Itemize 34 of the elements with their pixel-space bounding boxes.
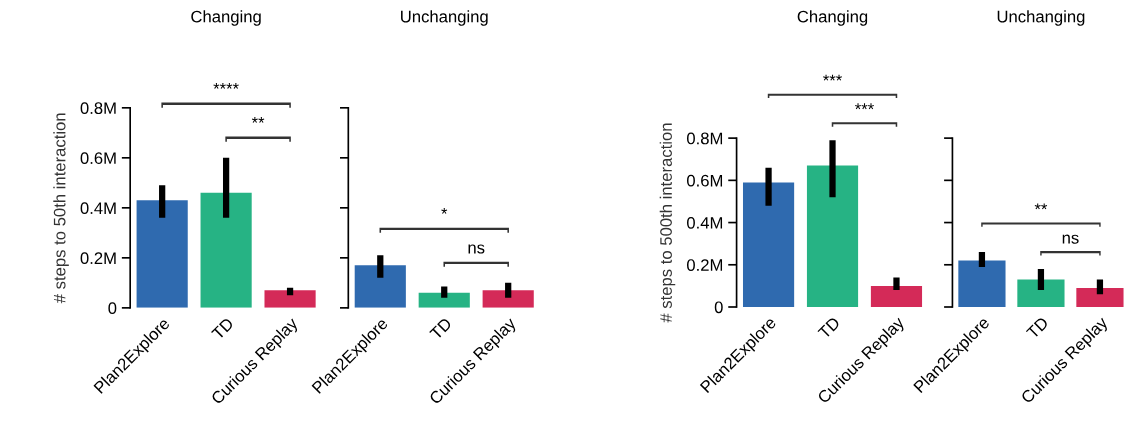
y-tick-label: 0.6M [687,174,723,187]
y-tick-label: 0.4M [687,216,723,229]
annotation: ns [468,244,485,254]
chart-title: Changing [191,10,261,26]
y-axis-title: # steps to 50th interaction [53,113,69,304]
y-tick-label: 0 [714,301,723,314]
bar [200,192,252,308]
bar [136,200,188,308]
text: *** [823,74,842,81]
chart-title: Unchanging [401,10,488,26]
y-tick-label: 0.4M [80,202,116,215]
bar [742,182,795,307]
y-tick-label: 0.8M [687,132,723,145]
y-tick-label: 0.2M [687,259,723,271]
x-tick-label: TD [817,316,841,340]
y-tick-label: 0.8M [80,102,116,115]
x-tick-label: TD [429,317,453,341]
x-tick-label: TD [1025,316,1049,340]
chart-title: Changing [797,10,868,26]
bar [806,165,859,307]
chart-title: Unchanging [997,10,1085,26]
annotation: ns [1062,234,1079,244]
text: *** [855,103,874,110]
y-tick-label: 0.2M [80,252,116,265]
annotation: ** [251,116,265,123]
annotation: ** [1034,203,1048,210]
annotation: * [441,207,448,214]
y-axis-title: # steps to 500th interaction [659,123,676,323]
x-tick-label: TD [211,317,235,341]
bar [264,290,316,308]
bar [870,285,923,307]
y-tick-label: 0 [108,302,117,315]
y-tick-label: 0.6M [80,152,116,165]
text: **** [213,82,239,89]
